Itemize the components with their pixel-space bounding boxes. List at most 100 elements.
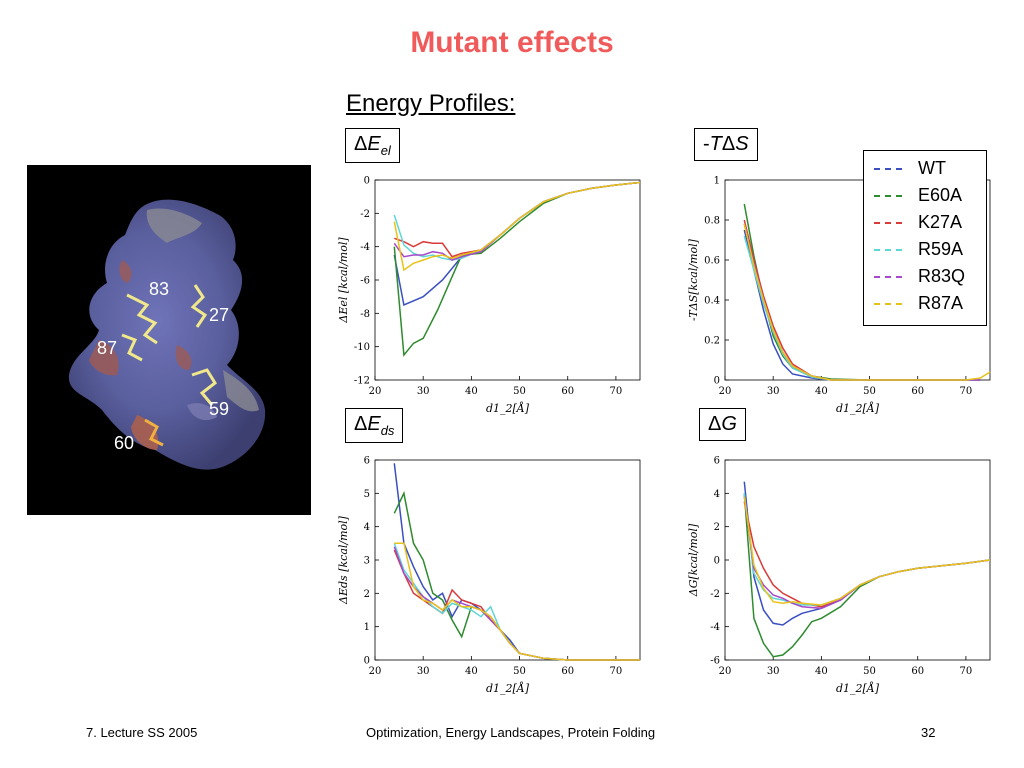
plot-frame [724, 459, 991, 661]
legend-swatch-k27a [874, 222, 902, 224]
x-tick-label: 30 [767, 666, 780, 677]
y-tick-label: 0 [364, 176, 370, 187]
x-tick-label: 70 [610, 666, 623, 677]
x-axis-label: d1_2[Å] [486, 681, 530, 695]
y-tick-label: -10 [354, 342, 370, 353]
chart-minus-t-delta-s: 20 30 40 50 60 70 1 0.8 0.6 0.4 0.2 0 d1_2[Å] -TΔS[kc… [687, 176, 991, 415]
series-line-r87a [394, 542, 640, 661]
y-tick-label: -12 [354, 376, 370, 387]
x-tick-label: 20 [719, 386, 732, 397]
y-tick-label: -6 [360, 276, 370, 287]
legend-item-e60a: E60A [864, 184, 986, 208]
residue-label-59: 59 [209, 399, 230, 419]
legend-item-r59a: R59A [864, 238, 986, 262]
y-tick-label: 0.8 [704, 216, 720, 227]
y-tick-label: 0 [714, 376, 720, 387]
series-line-wt [393, 463, 640, 661]
y-tick-label: -8 [360, 309, 370, 320]
slide-subtitle: Energy Profiles: [346, 90, 516, 117]
residue-label-83: 83 [149, 279, 170, 299]
x-tick-label: 30 [767, 386, 780, 397]
y-tick-label: 5 [364, 489, 370, 500]
x-tick-label: 60 [561, 666, 574, 677]
y-tick-label: 0.6 [704, 256, 720, 267]
y-tick-label: 4 [364, 522, 370, 533]
x-tick-label: 20 [369, 666, 382, 677]
y-tick-label: 6 [714, 456, 720, 467]
footer-page-number: 32 [921, 725, 936, 740]
panel-label-ts-s: S [735, 133, 749, 155]
chart-delta-e-el: 20 30 40 50 60 70 0 -2 -4 -6 -8 -10 -12 d1_2[Å] ΔEel [… [337, 176, 641, 415]
y-tick-label: -6 [710, 656, 720, 667]
y-tick-label: 1 [364, 622, 370, 633]
legend-swatch-r59a [874, 249, 902, 251]
legend-swatch-wt [874, 168, 902, 170]
legend-label-wt: WT [918, 158, 946, 178]
series-line-r87a [393, 181, 641, 272]
legend-swatch-e60a [874, 195, 902, 197]
y-axis-label: ΔEds [kcal/mol] [337, 515, 350, 605]
plot-frame [374, 179, 641, 381]
legend-label-r59a: R59A [918, 239, 964, 259]
series-line-r87a [743, 496, 991, 606]
panel-label-ts-t: T [709, 133, 722, 155]
panel-label-el-var: E [367, 133, 381, 155]
chart-delta-g: 20 30 40 50 60 706420-2-4-6d1_2[Å]ΔG[kcal/mol… [687, 456, 991, 695]
panel-label-delta-g: ΔG [699, 408, 746, 441]
x-axis-label: d1_2[Å] [486, 401, 530, 415]
panel-label-g-var: G [721, 413, 737, 435]
legend-swatch-r83q [874, 276, 902, 278]
series-line-r87a [743, 223, 991, 381]
x-tick-label: 50 [863, 386, 876, 397]
y-tick-label: 0.4 [704, 296, 720, 307]
x-tick-label: 50 [513, 386, 526, 397]
legend-label-r83q: R83Q [918, 266, 966, 286]
y-axis-label: ΔG[kcal/mol] [687, 523, 700, 597]
series-line-r59a [743, 493, 991, 606]
footer-lecture: 7. Lecture SS 2005 [86, 725, 198, 740]
y-tick-label: -4 [710, 622, 720, 633]
plot-frame [374, 459, 641, 661]
y-tick-label: 2 [364, 589, 370, 600]
panel-label-el-sub: el [380, 143, 391, 158]
x-tick-label: 40 [465, 386, 478, 397]
x-tick-label: 60 [911, 386, 924, 397]
panel-label-minus-t-delta-s: -TΔS [694, 128, 758, 161]
legend-label-e60a: E60A [918, 185, 963, 205]
x-tick-label: 30 [417, 386, 430, 397]
panel-label-delta-e-ds: ΔEds [345, 408, 404, 443]
panel-label-delta-e-el: ΔEel [345, 128, 400, 163]
x-tick-label: 50 [863, 666, 876, 677]
x-tick-label: 70 [960, 666, 973, 677]
panel-label-ds-delta: Δ [354, 413, 368, 435]
legend-item-wt: WT [864, 157, 986, 181]
y-tick-label: -4 [360, 242, 370, 253]
y-tick-label: 0 [714, 556, 720, 567]
y-tick-label: -2 [360, 209, 370, 220]
x-tick-label: 40 [815, 666, 828, 677]
x-tick-label: 70 [960, 386, 973, 397]
chart-legend: WT E60A K27A R59A R83Q R87A [863, 150, 987, 326]
panel-label-el-delta: Δ [354, 133, 368, 155]
x-tick-label: 60 [911, 666, 924, 677]
legend-item-r83q: R83Q [864, 265, 986, 289]
panel-label-ds-sub: ds [380, 423, 395, 438]
x-axis-label: d1_2[Å] [836, 681, 880, 695]
series-line-e60a [743, 493, 991, 658]
legend-label-k27a: K27A [918, 212, 963, 232]
legend-item-r87a: R87A [864, 292, 986, 316]
x-tick-label: 50 [513, 666, 526, 677]
y-axis-label: -TΔS[kcal/mol] [687, 238, 700, 321]
y-tick-label: 0.2 [704, 336, 720, 347]
x-tick-label: 20 [719, 666, 732, 677]
chart-delta-e-ds: 20 30 40 50 60 70 6 5 4 3 2 1 0 d1_2[Å] ΔEds [kcal/mol… [337, 456, 641, 695]
legend-label-r87a: R87A [918, 293, 964, 313]
x-tick-label: 40 [465, 666, 478, 677]
residue-label-60: 60 [114, 433, 135, 453]
protein-surface-image: 83 27 87 59 60 [27, 165, 311, 515]
series-line-e60a [393, 490, 640, 661]
panel-label-ts-prefix: - [703, 133, 710, 155]
y-tick-label: 3 [364, 556, 370, 567]
legend-swatch-r87a [874, 303, 902, 305]
y-tick-label: 2 [714, 522, 720, 533]
